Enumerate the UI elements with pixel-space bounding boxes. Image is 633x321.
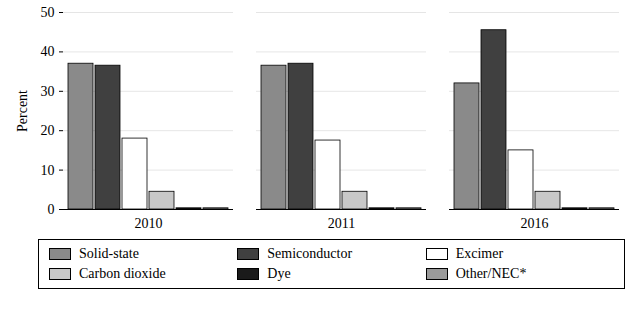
html-text:Dye: Dye — [267, 266, 291, 281]
html-text:Other/NEC*: Other/NEC* — [455, 266, 527, 281]
svg-text:10: 10 — [41, 163, 55, 178]
svg-text:30: 30 — [41, 84, 55, 99]
svg-text:0: 0 — [48, 202, 55, 217]
svg-text:20: 20 — [41, 123, 55, 138]
html-text:Semiconductor: Semiconductor — [267, 246, 353, 261]
html-text:Solid-state: Solid-state — [79, 246, 139, 261]
svg-text:2010: 2010 — [135, 216, 163, 231]
svg-text:40: 40 — [41, 44, 55, 59]
html-text:Carbon dioxide: Carbon dioxide — [79, 266, 166, 281]
svg-text:Percent: Percent — [15, 90, 30, 132]
svg-text:2011: 2011 — [328, 216, 355, 231]
html-text:Excimer: Excimer — [455, 246, 504, 261]
svg-text:2016: 2016 — [521, 216, 549, 231]
svg-text:50: 50 — [41, 5, 55, 20]
